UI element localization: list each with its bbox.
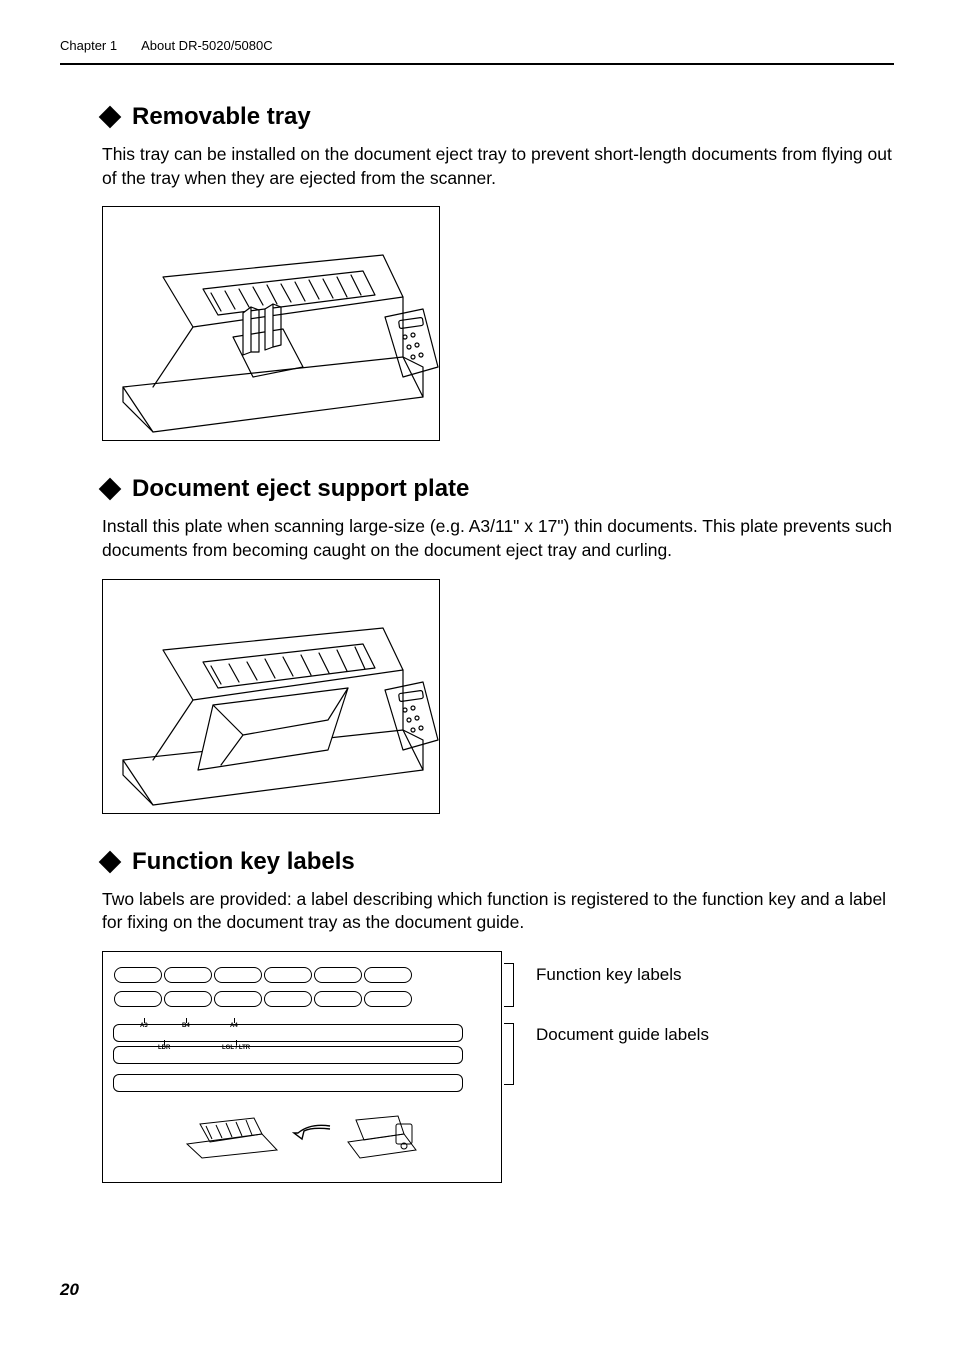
guide-tick: A4 xyxy=(230,1023,238,1029)
labels-figure: A3 B4 A4 LDR LGL / LTR xyxy=(102,951,502,1183)
figure-callouts: Function key labels Document guide label… xyxy=(514,951,709,1183)
removable-tray-figure xyxy=(102,206,440,441)
section-eject-support-plate: Document eject support plate Install thi… xyxy=(102,475,894,813)
page-number: 20 xyxy=(60,1280,79,1300)
heading-text: Document eject support plate xyxy=(132,475,469,503)
section-function-key-labels: Function key labels Two labels are provi… xyxy=(102,848,894,1183)
heading-text: Function key labels xyxy=(132,848,355,876)
section-heading: Removable tray xyxy=(102,103,894,131)
eject-support-plate-figure xyxy=(102,579,440,814)
mini-scanner-illustration xyxy=(113,1106,491,1160)
section-removable-tray: Removable tray This tray can be installe… xyxy=(102,103,894,441)
callout-brackets xyxy=(502,951,514,1183)
guide-tick: LGL / LTR xyxy=(222,1045,250,1051)
section-body: This tray can be installed on the docume… xyxy=(102,143,894,190)
callout-document-guide-labels: Document guide labels xyxy=(536,1025,709,1045)
diamond-bullet-icon xyxy=(99,850,122,873)
callout-function-key-labels: Function key labels xyxy=(536,965,709,985)
section-body: Install this plate when scanning large-s… xyxy=(102,515,894,562)
section-body: Two labels are provided: a label describ… xyxy=(102,888,894,935)
chapter-label: Chapter 1 xyxy=(60,38,117,53)
guide-tick: B4 xyxy=(182,1023,190,1029)
guide-tick: A3 xyxy=(140,1023,148,1029)
chapter-title: About DR-5020/5080C xyxy=(141,38,273,53)
heading-text: Removable tray xyxy=(132,103,311,131)
diamond-bullet-icon xyxy=(99,478,122,501)
function-key-label-strip xyxy=(113,964,491,1010)
labels-figure-row: A3 B4 A4 LDR LGL / LTR xyxy=(102,951,894,1183)
document-guide-label-strip: A3 B4 A4 LDR LGL / LTR xyxy=(113,1024,491,1092)
section-heading: Function key labels xyxy=(102,848,894,876)
page-header: Chapter 1 About DR-5020/5080C xyxy=(60,38,894,65)
guide-tick: LDR xyxy=(158,1045,170,1051)
diamond-bullet-icon xyxy=(99,106,122,129)
section-heading: Document eject support plate xyxy=(102,475,894,503)
